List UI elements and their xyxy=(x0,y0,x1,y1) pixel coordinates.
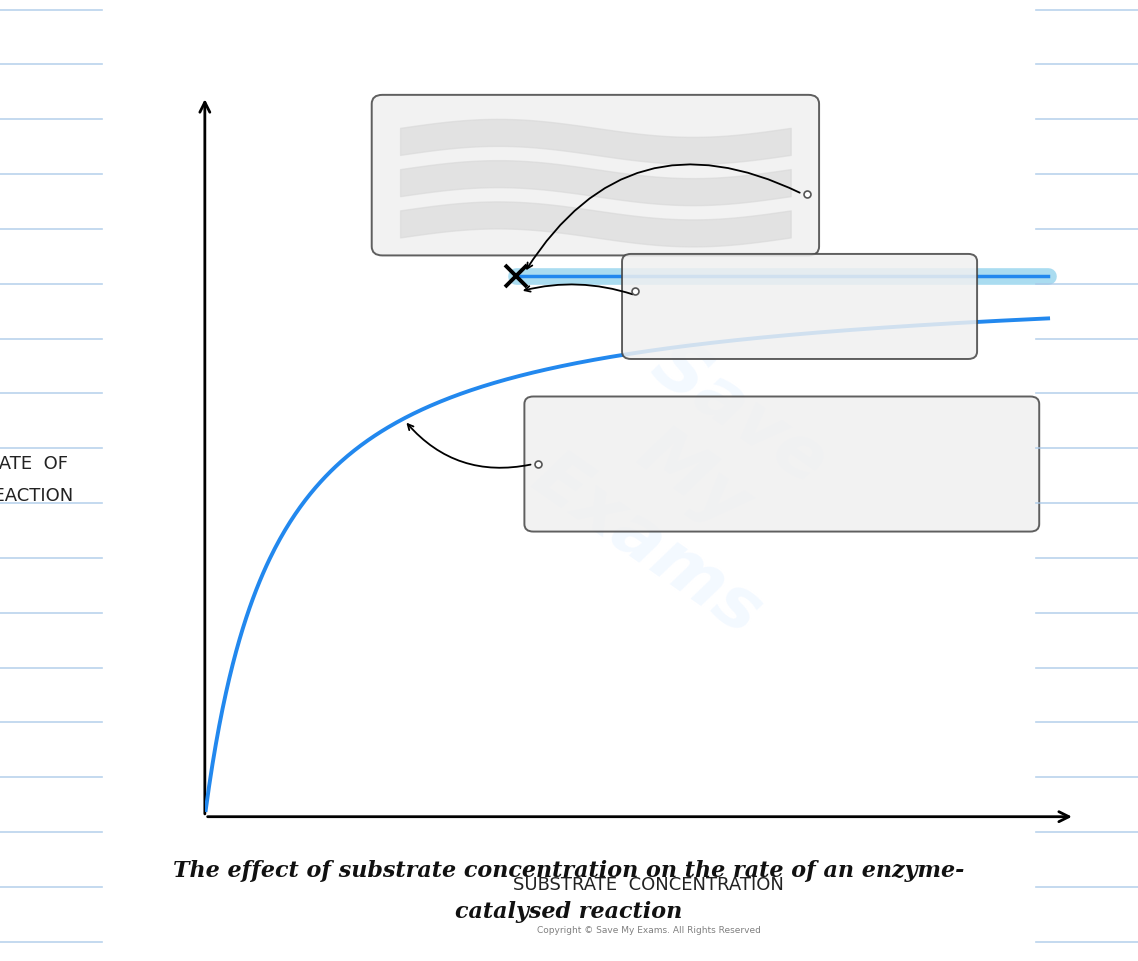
FancyBboxPatch shape xyxy=(622,255,978,359)
Text: The effect of substrate concentration on the rate of an enzyme-: The effect of substrate concentration on… xyxy=(173,859,965,880)
Text: RATE  OF
REACTION: RATE OF REACTION xyxy=(0,455,74,505)
Text: catalysed reaction: catalysed reaction xyxy=(455,900,683,922)
Text: Save
My
Exams: Save My Exams xyxy=(520,310,866,649)
FancyBboxPatch shape xyxy=(525,397,1039,532)
FancyBboxPatch shape xyxy=(372,96,819,257)
Text: SUBSTRATE  CONCENTRATION: SUBSTRATE CONCENTRATION xyxy=(513,875,784,894)
Text: Copyright © Save My Exams. All Rights Reserved: Copyright © Save My Exams. All Rights Re… xyxy=(537,924,760,934)
